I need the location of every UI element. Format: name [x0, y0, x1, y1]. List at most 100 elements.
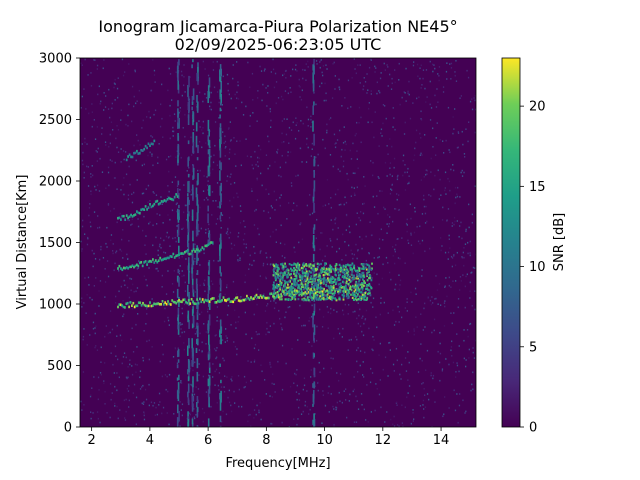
noise-speckle [226, 284, 228, 286]
noise-speckle [214, 334, 216, 337]
spread-f-mark [307, 296, 309, 299]
noise-speckle [356, 212, 358, 214]
noise-band-segment [196, 309, 199, 315]
spread-f-mark [293, 296, 295, 299]
noise-speckle [402, 159, 404, 162]
noise-speckle [402, 154, 405, 157]
noise-speckle [459, 289, 461, 291]
noise-speckle [306, 405, 308, 408]
noise-speckle [439, 178, 441, 181]
noise-speckle [154, 81, 156, 83]
noise-speckle [392, 309, 394, 312]
noise-speckle [158, 392, 161, 395]
spread-f-mark [353, 276, 356, 279]
noise-speckle [236, 97, 238, 100]
spread-f-mark [356, 284, 358, 287]
noise-speckle [99, 258, 101, 261]
noise-speckle [423, 416, 425, 419]
noise-speckle [146, 340, 148, 343]
spread-f-mark [324, 263, 326, 266]
spread-f-mark [306, 284, 309, 287]
noise-speckle [414, 147, 416, 150]
noise-speckle [449, 189, 451, 192]
trace-mark [203, 300, 205, 304]
spread-f-mark [306, 286, 309, 289]
noise-speckle [469, 323, 471, 326]
spread-f-mark [308, 290, 311, 293]
noise-speckle [163, 239, 165, 242]
noise-speckle [100, 373, 102, 376]
noise-speckle [361, 330, 363, 333]
spread-f-mark [295, 264, 298, 267]
trace-mark [144, 260, 147, 263]
noise-speckle [399, 373, 401, 376]
spread-f-mark [299, 284, 301, 287]
spread-f-mark [304, 275, 307, 278]
noise-speckle [183, 76, 185, 78]
noise-speckle [348, 339, 350, 341]
noise-speckle [333, 133, 336, 136]
noise-speckle [197, 388, 200, 390]
noise-speckle [396, 176, 399, 178]
noise-speckle [420, 343, 422, 345]
noise-speckle [448, 363, 450, 366]
noise-speckle [464, 412, 466, 414]
noise-speckle [191, 417, 194, 419]
noise-speckle [133, 414, 135, 417]
noise-speckle [455, 196, 457, 199]
noise-speckle [394, 81, 396, 84]
noise-speckle [90, 193, 92, 196]
noise-speckle [355, 421, 358, 423]
noise-speckle [396, 238, 398, 240]
trace-mark [140, 208, 143, 212]
noise-band-segment [197, 144, 199, 154]
noise-speckle [161, 274, 163, 277]
noise-band-segment [219, 319, 222, 331]
noise-speckle [454, 409, 457, 412]
spread-f-mark [299, 291, 301, 294]
noise-speckle [168, 324, 170, 326]
trace-mark [122, 214, 125, 218]
noise-speckle [399, 103, 401, 106]
noise-speckle [316, 339, 318, 342]
noise-band-segment [177, 382, 180, 394]
noise-speckle [424, 406, 427, 408]
noise-speckle [362, 374, 364, 376]
noise-speckle [159, 401, 161, 403]
noise-speckle [334, 146, 337, 149]
noise-speckle [87, 236, 89, 239]
noise-speckle [451, 355, 453, 357]
noise-speckle [121, 362, 123, 365]
spread-f-mark [284, 282, 286, 285]
trace-mark [150, 260, 153, 263]
noise-speckle [311, 212, 314, 215]
noise-speckle [236, 353, 238, 356]
noise-speckle [433, 64, 435, 66]
noise-speckle [180, 70, 183, 73]
noise-speckle [459, 225, 461, 227]
trace-mark [330, 291, 332, 295]
noise-speckle [189, 174, 191, 176]
noise-speckle [245, 138, 247, 140]
spread-f-mark [345, 264, 347, 267]
noise-speckle [326, 179, 329, 181]
noise-speckle [310, 260, 313, 263]
spread-f-mark [332, 288, 335, 291]
noise-speckle [179, 188, 181, 191]
trace-mark [160, 258, 163, 262]
noise-speckle [118, 290, 120, 293]
noise-speckle [419, 357, 421, 360]
spread-f-mark [288, 263, 291, 266]
noise-speckle [228, 151, 231, 154]
noise-speckle [342, 233, 344, 236]
noise-speckle [345, 388, 347, 390]
spread-f-mark [307, 299, 310, 302]
noise-speckle [452, 361, 455, 364]
noise-speckle [424, 394, 426, 396]
spread-f-mark [321, 278, 324, 281]
noise-speckle [117, 358, 119, 361]
spread-f-mark [275, 263, 277, 266]
noise-speckle [283, 73, 285, 75]
noise-speckle [143, 275, 145, 277]
noise-speckle [151, 155, 153, 157]
